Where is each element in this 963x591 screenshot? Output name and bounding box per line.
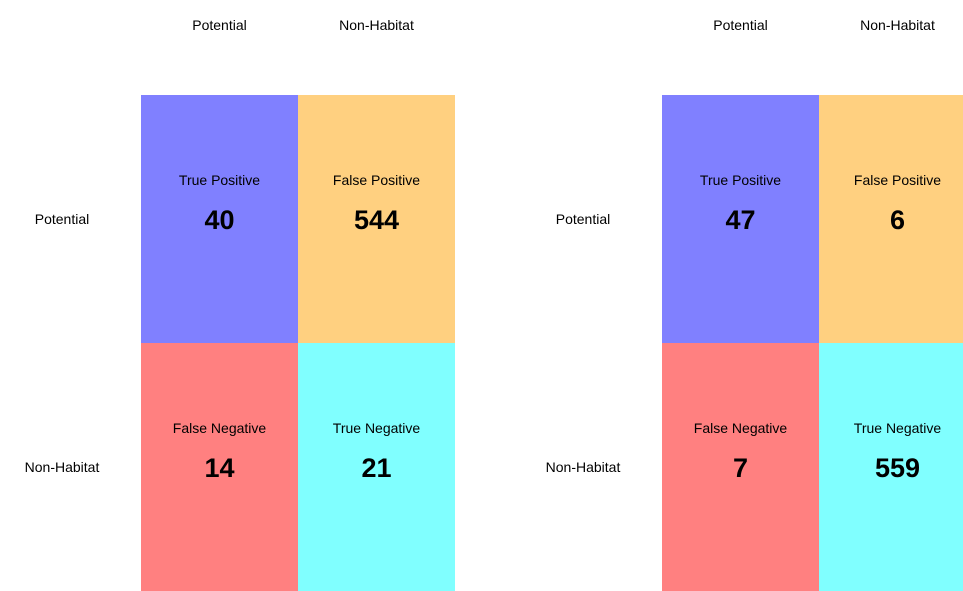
matrix-cell: True Negative 21 xyxy=(298,343,455,591)
row-header: Non-Habitat xyxy=(503,459,663,475)
row-header: Potential xyxy=(503,211,663,227)
cell-label: True Positive xyxy=(141,172,298,188)
cell-value: 559 xyxy=(819,453,963,484)
cell-value: 14 xyxy=(141,453,298,484)
cell-label: False Negative xyxy=(662,420,819,436)
cell-value: 21 xyxy=(298,453,455,484)
column-header: Potential xyxy=(140,17,300,33)
matrix-cell: True Positive 47 xyxy=(662,95,819,343)
cell-value: 544 xyxy=(298,205,455,236)
cell-label: False Positive xyxy=(819,172,963,188)
cell-label: True Positive xyxy=(662,172,819,188)
cell-value: 40 xyxy=(141,205,298,236)
cell-label: False Positive xyxy=(298,172,455,188)
cell-value: 6 xyxy=(819,205,963,236)
matrix-cell: False Negative 7 xyxy=(662,343,819,591)
cell-label: True Negative xyxy=(819,420,963,436)
cell-label: True Negative xyxy=(298,420,455,436)
row-header: Non-Habitat xyxy=(0,459,142,475)
cell-label: False Negative xyxy=(141,420,298,436)
matrix-cell: False Positive 544 xyxy=(298,95,455,343)
row-header: Potential xyxy=(0,211,142,227)
matrix-cell: True Positive 40 xyxy=(141,95,298,343)
cell-value: 7 xyxy=(662,453,819,484)
matrix-cell: False Positive 6 xyxy=(819,95,963,343)
column-header: Non-Habitat xyxy=(818,17,963,33)
matrix-cell: True Negative 559 xyxy=(819,343,963,591)
column-header: Non-Habitat xyxy=(297,17,457,33)
cell-value: 47 xyxy=(662,205,819,236)
column-header: Potential xyxy=(661,17,821,33)
matrix-cell: False Negative 14 xyxy=(141,343,298,591)
